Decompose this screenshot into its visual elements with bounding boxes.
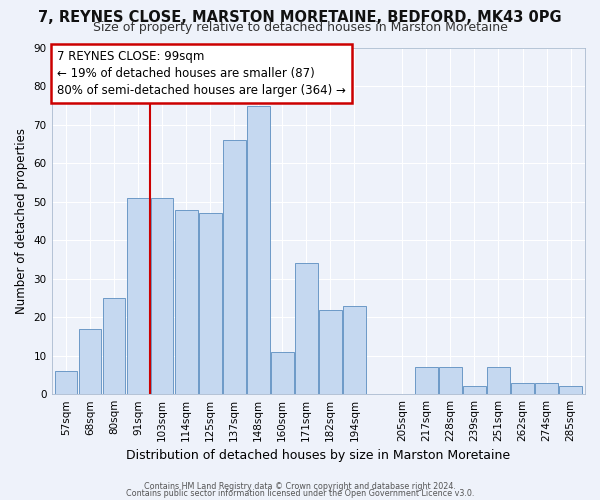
Bar: [271, 352, 293, 394]
Bar: [559, 386, 582, 394]
Bar: [247, 106, 269, 394]
Bar: [487, 368, 510, 394]
Bar: [535, 382, 558, 394]
Bar: [343, 306, 366, 394]
Bar: [103, 298, 125, 394]
Text: 7, REYNES CLOSE, MARSTON MORETAINE, BEDFORD, MK43 0PG: 7, REYNES CLOSE, MARSTON MORETAINE, BEDF…: [38, 10, 562, 25]
Bar: [175, 210, 197, 394]
Bar: [223, 140, 245, 394]
X-axis label: Distribution of detached houses by size in Marston Moretaine: Distribution of detached houses by size …: [126, 450, 511, 462]
Bar: [415, 368, 438, 394]
Bar: [463, 386, 486, 394]
Bar: [511, 382, 534, 394]
Bar: [199, 214, 221, 394]
Text: 7 REYNES CLOSE: 99sqm
← 19% of detached houses are smaller (87)
80% of semi-deta: 7 REYNES CLOSE: 99sqm ← 19% of detached …: [57, 50, 346, 96]
Bar: [319, 310, 341, 394]
Bar: [151, 198, 173, 394]
Text: Contains HM Land Registry data © Crown copyright and database right 2024.: Contains HM Land Registry data © Crown c…: [144, 482, 456, 491]
Bar: [127, 198, 149, 394]
Bar: [79, 329, 101, 394]
Text: Contains public sector information licensed under the Open Government Licence v3: Contains public sector information licen…: [126, 489, 474, 498]
Bar: [295, 264, 317, 394]
Y-axis label: Number of detached properties: Number of detached properties: [15, 128, 28, 314]
Bar: [439, 368, 462, 394]
Bar: [55, 371, 77, 394]
Text: Size of property relative to detached houses in Marston Moretaine: Size of property relative to detached ho…: [92, 22, 508, 35]
